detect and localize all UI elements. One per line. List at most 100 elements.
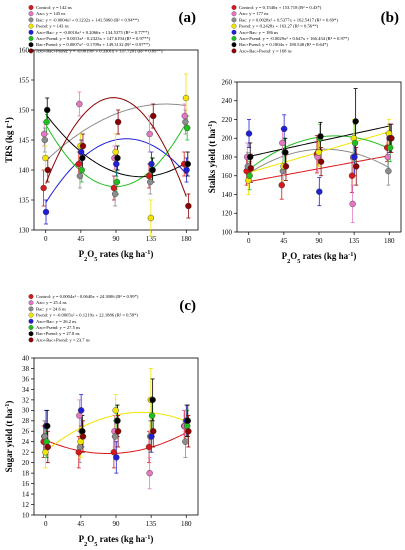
y-tick-label: 24 xyxy=(22,438,30,446)
legend-entry: Azo+Psend: y = 0.0013x² - 0.2323x + 147.… xyxy=(36,36,151,41)
legend-marker xyxy=(231,36,237,41)
data-point-azo-bac-psend xyxy=(353,163,360,170)
data-point-azo-psend xyxy=(43,118,50,126)
data-point-bac-psend xyxy=(114,154,121,162)
fit-line-azo-bac-psend xyxy=(45,97,187,197)
data-point-bac xyxy=(41,136,49,144)
data-point-bac xyxy=(385,167,392,175)
data-point-azo-psend xyxy=(113,178,121,186)
data-point-azo-bac-psend xyxy=(185,428,192,435)
data-point-bac-psend xyxy=(149,166,156,174)
data-point-azo-bac-psend xyxy=(247,165,255,172)
legend-marker xyxy=(28,300,34,306)
x-tick-label: 0 xyxy=(44,520,48,528)
y-axis-label-part: (t ha xyxy=(4,408,14,426)
data-point-azo-psend xyxy=(246,172,253,179)
legend-marker xyxy=(28,17,34,23)
data-point-azo-bac-psend xyxy=(44,443,52,451)
data-point-azo xyxy=(181,112,188,120)
data-point-control xyxy=(75,448,82,456)
x-axis-label-part: 5 xyxy=(297,258,300,265)
x-axis-label-part: -1 xyxy=(145,534,150,541)
y-tick-label: 10 xyxy=(22,511,30,519)
x-axis-label-part: ) xyxy=(150,534,153,544)
data-point-control xyxy=(145,443,153,451)
legend-entry: Azo+Bac: y = -0.0010x² + 0.2066x + 134.5… xyxy=(36,30,149,35)
x-axis-label-part: ) xyxy=(353,251,356,261)
data-point-azo-bac xyxy=(351,153,358,161)
x-axis-label-part: 2 xyxy=(84,541,87,548)
x-axis-label-part: rates xyxy=(97,249,121,259)
y-axis-label-part: -1 xyxy=(4,120,11,125)
x-axis-label-part: 2 xyxy=(287,258,290,265)
data-point-azo-psend xyxy=(386,144,394,151)
legend-entry: Azo+Bac: y = 26.2 ns xyxy=(36,319,76,324)
y-tick-label: 155 xyxy=(19,76,30,84)
data-point-control xyxy=(110,448,118,456)
y-tick-label: 220 xyxy=(222,116,233,124)
data-point-bac-psend xyxy=(44,106,51,114)
data-point-azo-bac-psend xyxy=(79,433,87,440)
data-point-azo-bac-psend xyxy=(185,202,192,210)
x-axis-label-part: 2 xyxy=(84,256,87,263)
legend-entry: Psend: y = -0.0005x² + 0.1219x + 22.1886… xyxy=(36,313,138,318)
y-axis-label: Sugar yield (t ha-1) xyxy=(4,401,15,473)
x-axis-label-part: O xyxy=(290,251,297,261)
legend-entry: Azo+Bac+Psend: y = 168 ns xyxy=(239,48,292,53)
y-axis-label-part: ) xyxy=(207,121,217,124)
x-tick-label: 90 xyxy=(113,520,121,528)
y-tick-label: 100 xyxy=(222,228,233,236)
legend-entry: Control: y = 142 ns xyxy=(36,5,72,10)
y-tick-label: 145 xyxy=(19,136,30,144)
legend-marker xyxy=(231,17,237,23)
legend-marker xyxy=(28,11,34,17)
legend-marker xyxy=(28,23,34,29)
data-point-azo-bac-psend xyxy=(114,428,122,435)
legend-entry: Azo: y = 177 ns xyxy=(239,11,269,16)
panel-b: (b) Control: y = 0.1540x + 153.718 (R² = … xyxy=(207,5,402,265)
data-point-control xyxy=(75,160,82,168)
x-axis-label: P2O5 rates (kg ha-1) xyxy=(79,534,154,548)
legend-entry: Psend: y = 0.2428x + 163.27 (R² = 0.56**… xyxy=(239,24,319,29)
legend-entry: Azo: y = 145 ns xyxy=(36,11,66,16)
x-tick-label: 90 xyxy=(113,235,121,243)
legend-marker xyxy=(231,48,237,54)
panel-c: (c) Control: y = 0.0004x² - 0.0640x + 24.… xyxy=(4,294,199,548)
data-point-bac-psend xyxy=(352,118,359,125)
y-tick-label: 32 xyxy=(22,396,30,404)
y-tick-label: 40 xyxy=(22,354,30,362)
legend-entry: Bac: y = 0.0028x² + 0.5377x + 162.5417 (… xyxy=(239,17,338,22)
x-axis-label-part: O xyxy=(87,534,94,544)
legend-entry: Bac+Psend: y = 27.8 ns xyxy=(36,331,80,336)
x-axis-label-part: 5 xyxy=(94,256,97,263)
legend-entry: Bac: y = -0.0004x² + 0.1232x + 141.5060 … xyxy=(36,17,139,22)
x-tick-label: 180 xyxy=(181,235,192,243)
data-point-bac xyxy=(76,172,84,180)
data-point-control xyxy=(40,184,47,192)
panel-label: (b) xyxy=(381,10,399,26)
data-point-azo-bac xyxy=(113,454,120,461)
y-tick-label: 160 xyxy=(222,172,233,180)
x-axis-label: P2O5 rates (kg ha-1) xyxy=(79,249,154,263)
data-point-azo-psend xyxy=(43,438,50,445)
x-axis-label-part: -1 xyxy=(348,251,353,258)
x-axis-label: P2O5 rates (kg ha-1) xyxy=(282,251,357,265)
data-point-azo xyxy=(384,153,391,161)
data-point-bac-psend xyxy=(44,422,51,430)
legend-entry: Azo+Bac: y = 186 ns xyxy=(239,30,278,35)
y-axis-label: Stalks yield (t ha-1) xyxy=(207,121,218,194)
legend-marker xyxy=(28,306,34,312)
x-tick-label: 180 xyxy=(181,520,192,528)
x-tick-label: 45 xyxy=(280,237,288,245)
y-tick-label: 12 xyxy=(22,501,30,509)
y-tick-label: 26 xyxy=(22,428,30,436)
data-point-bac-psend xyxy=(184,160,191,168)
legend-marker xyxy=(28,318,34,324)
y-tick-label: 22 xyxy=(22,449,30,457)
y-tick-label: 30 xyxy=(22,407,30,415)
x-tick-label: 135 xyxy=(349,237,360,245)
y-tick-label: 36 xyxy=(22,375,30,383)
